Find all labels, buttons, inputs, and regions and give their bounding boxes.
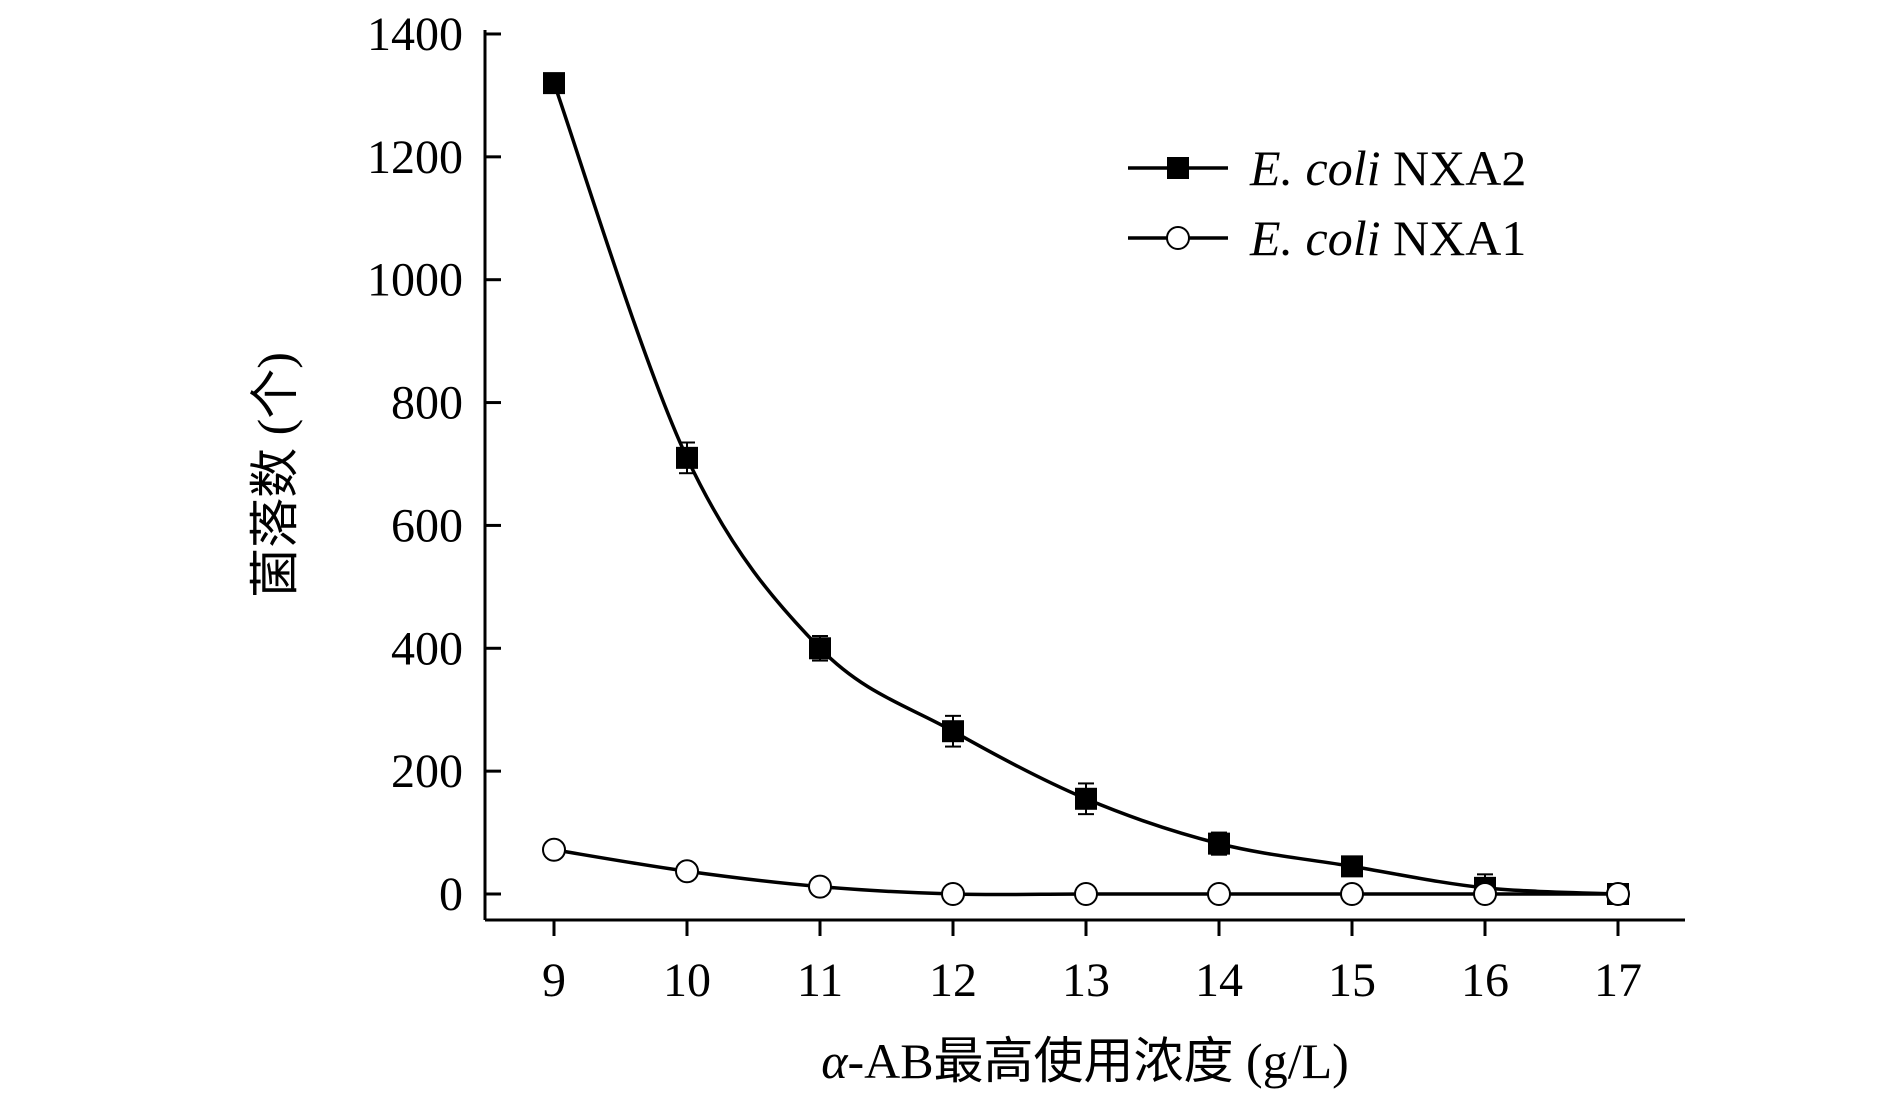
axis-labels: α-AB最高使用浓度 (g/L) 菌落数 (个) <box>247 352 1349 1089</box>
legend-entry-nxa2: E. coli NXA2 <box>1128 140 1526 196</box>
x-tick-label: 11 <box>797 954 843 1007</box>
data-point <box>542 837 566 862</box>
y-tick-label: 1200 <box>367 131 463 184</box>
series-line <box>552 82 1619 896</box>
x-tick-label: 12 <box>929 954 977 1007</box>
series-layer <box>542 72 1630 906</box>
series-nxa1 <box>542 837 1630 906</box>
y-tick-label: 400 <box>391 622 463 675</box>
data-point <box>1207 882 1231 906</box>
x-tick-label: 15 <box>1328 954 1376 1007</box>
legend-entry-nxa1: E. coli NXA1 <box>1128 210 1526 266</box>
data-point <box>1341 855 1363 878</box>
data-point <box>941 882 965 906</box>
y-tick-label: 1000 <box>367 254 463 307</box>
data-point <box>543 72 565 95</box>
series-nxa2 <box>543 72 1629 905</box>
legend-marker <box>1166 226 1190 250</box>
legend-label: E. coli NXA1 <box>1249 210 1526 266</box>
data-point <box>1208 832 1230 855</box>
axes-layer: 0 200 400 600 800 1000 1200 1400 9 10 11 12 13 14 15 16… <box>367 8 1685 1007</box>
y-tick-label: 200 <box>391 745 463 798</box>
legend-marker <box>1167 157 1189 179</box>
y-axis-title: 菌落数 (个) <box>247 352 303 598</box>
x-tick-label: 16 <box>1461 954 1509 1007</box>
data-point <box>809 637 831 660</box>
data-point <box>808 874 832 899</box>
x-tick-label: 10 <box>663 954 711 1007</box>
x-tick-label: 14 <box>1195 954 1243 1007</box>
x-tick-label: 13 <box>1062 954 1110 1007</box>
data-point <box>1340 882 1364 906</box>
data-point <box>675 859 699 884</box>
data-point <box>942 720 964 743</box>
x-axis-title: α-AB最高使用浓度 (g/L) <box>821 1033 1349 1089</box>
legend: E. coli NXA2 E. coli NXA1 <box>1128 140 1526 266</box>
x-tick-label: 9 <box>542 954 566 1007</box>
data-point <box>1606 882 1630 906</box>
y-tick-label: 0 <box>439 868 463 921</box>
data-point <box>676 446 698 469</box>
y-tick-label: 800 <box>391 377 463 430</box>
data-point <box>1074 882 1098 906</box>
data-point <box>1075 787 1097 810</box>
y-tick-label: 600 <box>391 499 463 552</box>
x-tick-label: 17 <box>1594 954 1642 1007</box>
legend-label: E. coli NXA2 <box>1249 140 1526 196</box>
data-point <box>1473 882 1497 906</box>
y-tick-label: 1400 <box>367 8 463 61</box>
